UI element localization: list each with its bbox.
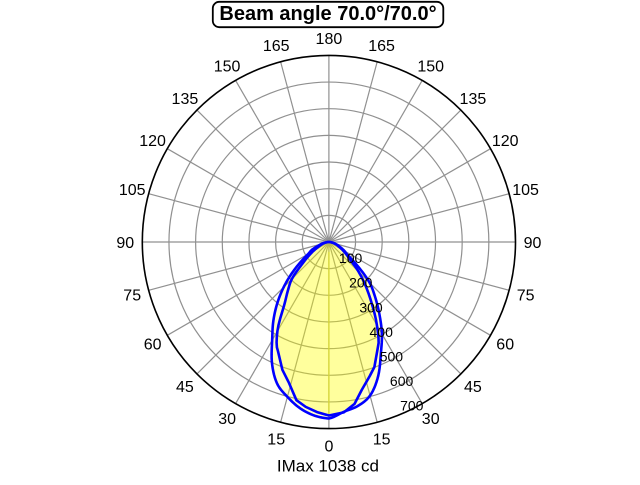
svg-text:45: 45 <box>176 379 194 396</box>
svg-text:105: 105 <box>119 182 146 199</box>
svg-text:75: 75 <box>517 288 535 305</box>
svg-text:IMax 1038 cd: IMax 1038 cd <box>277 457 379 476</box>
svg-text:165: 165 <box>368 38 395 55</box>
svg-text:15: 15 <box>373 432 391 449</box>
svg-text:60: 60 <box>496 337 514 354</box>
svg-text:30: 30 <box>218 411 236 428</box>
svg-text:400: 400 <box>370 324 394 340</box>
svg-text:45: 45 <box>464 379 482 396</box>
svg-text:30: 30 <box>422 411 440 428</box>
svg-text:120: 120 <box>139 133 166 150</box>
svg-text:60: 60 <box>144 337 162 354</box>
svg-text:150: 150 <box>214 59 241 76</box>
svg-text:Beam angle 70.0°/70.0°: Beam angle 70.0°/70.0° <box>219 3 436 25</box>
svg-text:0: 0 <box>324 438 333 455</box>
svg-text:15: 15 <box>267 432 285 449</box>
svg-text:500: 500 <box>380 349 404 365</box>
svg-text:150: 150 <box>417 59 444 76</box>
svg-text:75: 75 <box>123 288 141 305</box>
svg-text:700: 700 <box>400 398 424 414</box>
svg-text:180: 180 <box>316 31 343 48</box>
svg-text:135: 135 <box>172 91 199 108</box>
svg-text:165: 165 <box>263 38 290 55</box>
svg-text:135: 135 <box>460 91 487 108</box>
svg-text:90: 90 <box>116 235 134 252</box>
svg-text:200: 200 <box>349 275 373 291</box>
svg-text:600: 600 <box>390 373 414 389</box>
svg-text:100: 100 <box>339 250 363 266</box>
svg-text:300: 300 <box>359 299 383 315</box>
svg-text:90: 90 <box>524 235 542 252</box>
svg-text:120: 120 <box>492 133 519 150</box>
svg-text:105: 105 <box>512 182 539 199</box>
